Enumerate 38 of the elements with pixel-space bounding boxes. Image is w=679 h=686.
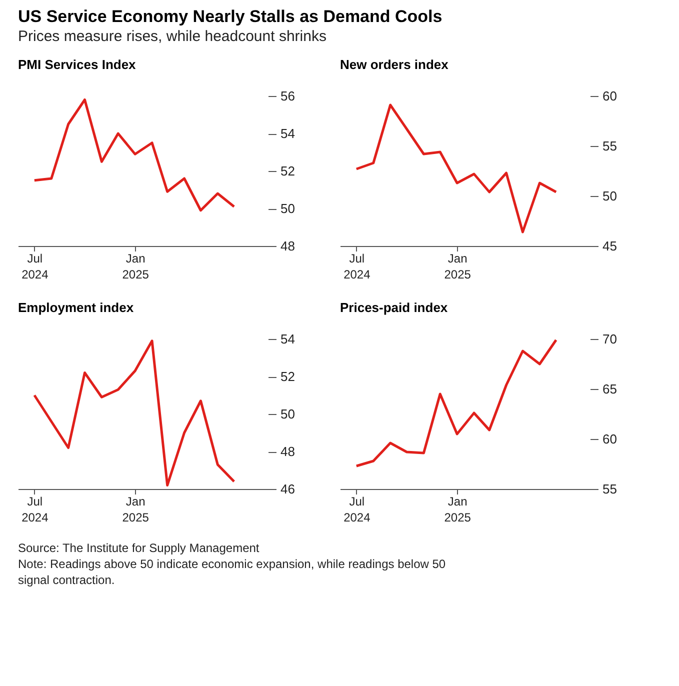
y-tick-label: 55 <box>602 482 617 496</box>
y-tick-label: 50 <box>280 406 295 422</box>
y-tick-label: 60 <box>602 88 617 104</box>
y-tick-label: 56 <box>280 88 295 104</box>
chart-title: New orders index <box>340 57 450 72</box>
x-tick-label: Jan 2025 <box>444 494 472 524</box>
x-tick-label: Jul 2024 <box>344 252 371 282</box>
text: Prices measure rises, while headcount shrinks <box>18 28 326 45</box>
x-tick-label: Jan 2025 <box>444 252 472 282</box>
source-note: Source: The Institute for Supply Management <box>18 541 260 555</box>
x-tick-label: Jan 2025 <box>122 494 150 524</box>
chart-title: PMI Services Index <box>18 57 137 72</box>
y-tick-label: 48 <box>280 238 295 254</box>
line-series <box>33 98 236 212</box>
y-tick-label: 48 <box>280 444 295 459</box>
y-tick-label: 52 <box>280 369 295 384</box>
chart-title: Employment index <box>18 300 134 315</box>
y-tick-label: 55 <box>602 138 617 154</box>
y-tick-label: 45 <box>602 238 617 254</box>
text: US Service Economy Nearly Stalls as Demand Cools <box>18 7 442 26</box>
y-tick-label: 52 <box>280 164 295 178</box>
y-tick-label: 46 <box>280 482 295 496</box>
y-tick-label: 70 <box>602 332 617 346</box>
y-tick-label: 60 <box>602 432 617 446</box>
y-tick-label: 54 <box>280 332 295 346</box>
x-tick-label: Jul 2024 <box>344 494 371 524</box>
line-series <box>355 338 558 468</box>
x-tick-label: Jul 2024 <box>22 494 49 524</box>
x-tick-label: Jan 2025 <box>122 252 150 282</box>
y-tick-label: 50 <box>602 188 617 204</box>
x-tick-label: Jul 2024 <box>22 252 49 282</box>
y-tick-label: 54 <box>280 126 295 141</box>
text: Note: Readings above 50 indicate economic expansion, while readings below 50 signal contraction. <box>18 557 446 587</box>
y-tick-label: 65 <box>602 382 617 396</box>
line-series <box>355 104 558 234</box>
y-tick-label: 50 <box>280 201 295 216</box>
chart-title: Prices-paid index <box>340 300 448 315</box>
line-series <box>33 340 236 486</box>
